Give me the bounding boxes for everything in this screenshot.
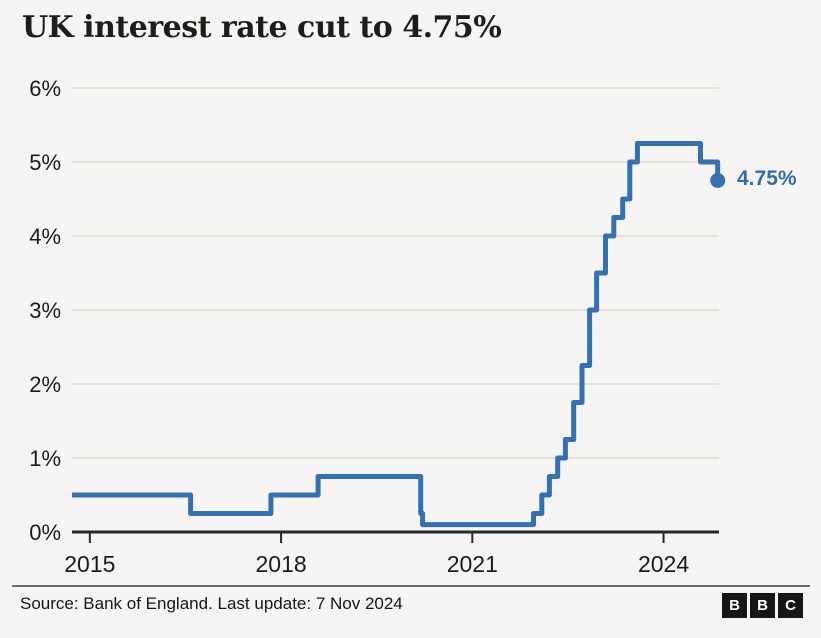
- source-text: Source: Bank of England. Last update: 7 …: [20, 594, 403, 613]
- y-axis-tick-label: 5%: [29, 150, 61, 175]
- y-axis-tick-label: 0%: [29, 520, 61, 545]
- chart-title: UK interest rate cut to 4.75%: [22, 10, 502, 45]
- y-axis-tick-label: 1%: [29, 446, 61, 471]
- current-rate-label: 4.75%: [737, 167, 797, 190]
- y-axis-tick-label: 4%: [29, 224, 61, 249]
- y-axis-tick-label: 2%: [29, 372, 61, 397]
- x-axis-tick-label: 2015: [64, 551, 115, 577]
- x-axis-tick-label: 2024: [638, 551, 689, 577]
- end-marker-dot: [710, 173, 726, 188]
- x-axis-tick-label: 2018: [255, 551, 306, 577]
- footer-divider: [12, 585, 810, 587]
- rate-step-line: [72, 141, 721, 528]
- y-axis-tick-label: 3%: [29, 298, 61, 323]
- bbc-logo: B B C: [722, 593, 803, 618]
- bbc-logo-letter-c: C: [778, 593, 803, 618]
- bbc-logo-letter-b1: B: [722, 593, 747, 618]
- x-axis-tick-label: 2021: [447, 551, 498, 577]
- y-axis-tick-label: 6%: [29, 76, 61, 101]
- bbc-logo-letter-b2: B: [750, 593, 775, 618]
